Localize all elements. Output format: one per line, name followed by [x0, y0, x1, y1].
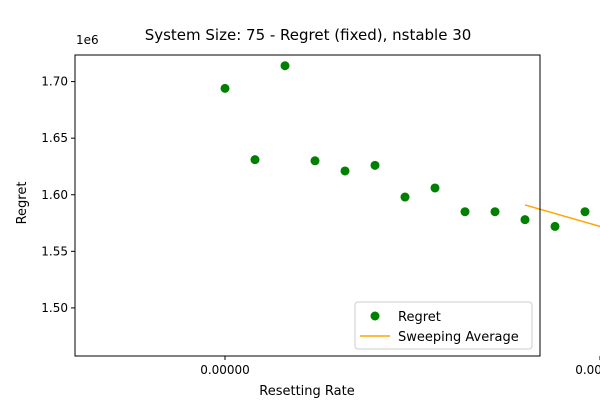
series-line-sweeping-average — [524, 204, 600, 228]
y-axis-offset-label: 1e6 — [76, 33, 99, 47]
legend-label-regret: Regret — [398, 310, 441, 325]
data-point — [490, 207, 500, 217]
x-tick-label: 0.00000 — [200, 363, 250, 377]
y-tick-label: 1.60 — [41, 188, 68, 202]
data-point — [370, 160, 380, 170]
legend-box — [354, 301, 533, 350]
data-point — [460, 207, 470, 217]
data-point — [250, 155, 260, 165]
legend: Regret Sweeping Average — [354, 301, 533, 350]
data-point — [280, 61, 290, 71]
data-point — [400, 192, 410, 202]
data-point — [520, 215, 530, 225]
data-point — [580, 207, 590, 217]
y-axis-label: Regret — [15, 182, 30, 225]
x-axis-label: Resetting Rate — [259, 384, 354, 399]
axes-frame — [74, 54, 541, 357]
data-point — [430, 183, 440, 193]
chart-title: System Size: 75 - Regret (fixed), nstabl… — [145, 26, 472, 44]
data-point — [550, 221, 560, 231]
y-tick-label: 1.55 — [41, 244, 68, 258]
x-tick-label: 0.00025 — [575, 363, 600, 377]
data-point — [220, 83, 230, 93]
data-point — [340, 166, 350, 176]
y-tick-label: 1.70 — [41, 75, 68, 89]
plot-area: 0.000000.000250.000500.000750.001000.001… — [41, 54, 600, 377]
legend-label-sweeping-average: Sweeping Average — [398, 330, 519, 345]
data-point — [310, 156, 320, 166]
legend-marker-regret — [370, 311, 380, 321]
y-tick-label: 1.50 — [41, 301, 68, 315]
y-tick-label: 1.65 — [41, 131, 68, 145]
